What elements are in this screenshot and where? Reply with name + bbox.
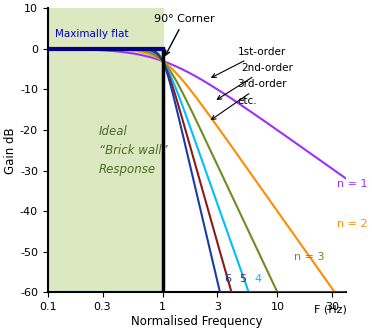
Text: n = 3: n = 3 — [294, 252, 325, 262]
Text: 4: 4 — [254, 274, 262, 284]
Text: 6: 6 — [224, 274, 231, 284]
Text: 5: 5 — [239, 274, 246, 284]
Text: F (Hz): F (Hz) — [314, 304, 346, 314]
Text: 1st-order: 1st-order — [212, 47, 286, 77]
Text: 90° Corner: 90° Corner — [154, 14, 215, 55]
Text: n = 1: n = 1 — [337, 179, 368, 189]
Text: Ideal
“Brick wall”
Response: Ideal “Brick wall” Response — [99, 125, 168, 176]
Text: 3rd-order: 3rd-order — [212, 79, 287, 120]
Text: Maximally flat: Maximally flat — [55, 29, 128, 39]
Text: n = 2: n = 2 — [337, 219, 368, 229]
Y-axis label: Gain dB: Gain dB — [4, 127, 17, 174]
X-axis label: Normalised Frequency: Normalised Frequency — [131, 315, 263, 328]
Text: 2nd-order: 2nd-order — [217, 63, 293, 99]
Text: etc.: etc. — [238, 96, 257, 106]
